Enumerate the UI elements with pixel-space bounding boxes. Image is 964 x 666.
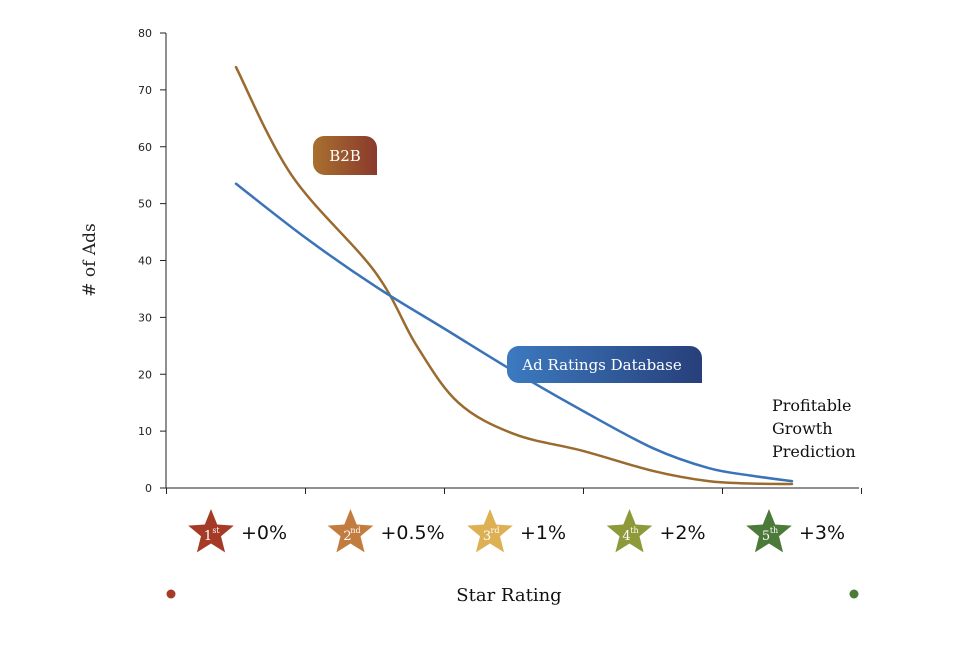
star-rank-suffix: st <box>212 526 220 535</box>
star-rank-number: 2 <box>343 529 351 544</box>
growth-label: +1% <box>520 522 566 544</box>
series-label-database-badge <box>506 345 702 383</box>
series-label-database: Ad Ratings Database <box>506 345 702 383</box>
y-tick-label: 80 <box>138 27 152 40</box>
series-label-b2b-badge <box>313 136 377 175</box>
star-rank-suffix: th <box>770 526 778 535</box>
y-tick-label: 70 <box>138 84 152 97</box>
rail-start-dot <box>166 589 176 599</box>
star-rank-number: 3 <box>483 529 491 544</box>
star-rank-suffix: th <box>630 526 638 535</box>
star-icon <box>188 509 234 553</box>
prediction-line-2: Growth <box>772 419 833 438</box>
series-line-database <box>234 182 794 483</box>
series-layer <box>234 65 794 486</box>
growth-label: +0.5% <box>381 522 445 544</box>
star-rank-suffix: nd <box>350 526 360 535</box>
y-axis-label: # of Ads <box>80 223 100 296</box>
prediction-line-1: Profitable <box>772 396 852 415</box>
star-icon <box>606 509 653 553</box>
y-tick-label: 10 <box>138 425 152 438</box>
star-rank-number: 4 <box>622 529 630 544</box>
series-label-database-text: Ad Ratings Database <box>521 356 682 374</box>
y-tick-label: 60 <box>138 141 152 154</box>
star-rank-number: 1 <box>204 529 212 544</box>
star-icon <box>746 509 792 553</box>
x-axis-title: Star Rating <box>456 585 561 606</box>
star-icon <box>467 509 513 553</box>
rail-end-dot <box>849 589 859 599</box>
series-line-b2b <box>234 65 794 486</box>
y-tick-label: 30 <box>138 311 152 324</box>
prediction-line-3: Prediction <box>772 442 856 461</box>
series-label-b2b-text: B2B <box>329 147 361 165</box>
growth-label: +2% <box>660 522 706 544</box>
growth-label: +3% <box>799 522 845 544</box>
growth-label: +0% <box>241 522 287 544</box>
series-label-b2b: B2B <box>313 136 377 175</box>
x-ticks <box>166 488 862 494</box>
y-tick-label: 20 <box>138 368 152 381</box>
star-rank-suffix: rd <box>491 526 500 535</box>
y-tick-label: 0 <box>145 482 152 495</box>
star-category-2: 2nd +0.5% <box>327 509 445 553</box>
star-rank-number: 5 <box>762 529 770 544</box>
y-tick-label: 50 <box>138 198 152 211</box>
y-ticks: 0 10 20 30 40 50 60 70 80 <box>138 27 166 495</box>
star-icon <box>327 509 374 553</box>
y-tick-label: 40 <box>138 255 152 268</box>
